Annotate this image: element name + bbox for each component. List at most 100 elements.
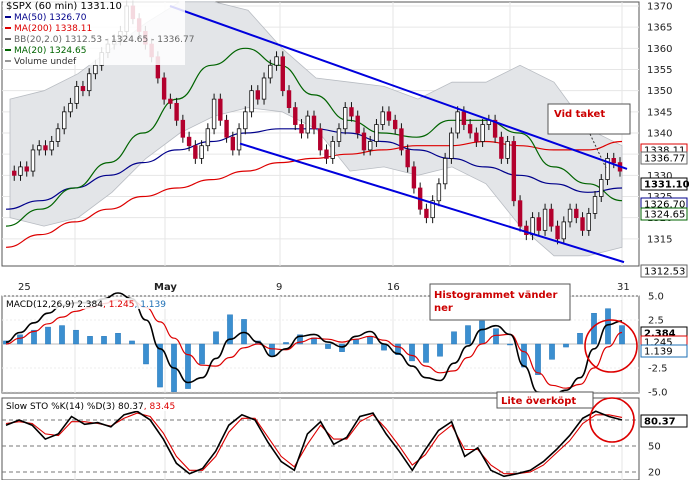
candle-body — [405, 149, 410, 168]
annotation-box-overbought — [496, 391, 594, 409]
annotation-box-histogram — [429, 283, 571, 321]
macd-histogram-bar — [451, 331, 457, 345]
price-tag-text: 1.245 — [644, 338, 673, 349]
price-y-tick: 1365 — [647, 23, 672, 34]
macd-histogram-bar — [493, 328, 499, 345]
macd-histogram-bar — [437, 343, 443, 357]
x-tick-label: May — [154, 282, 177, 293]
candle-body — [80, 86, 86, 92]
macd-histogram-bar — [297, 334, 303, 345]
ma20-line — [5, 47, 623, 227]
macd-histogram-bar — [619, 325, 625, 345]
candle-body — [193, 145, 198, 159]
candle-body — [449, 132, 454, 159]
candle-body — [492, 119, 498, 138]
candle-body — [499, 136, 504, 159]
candle-body — [536, 217, 542, 231]
price-tag-text: 1.139 — [644, 347, 673, 358]
macd-histogram-bar — [479, 320, 485, 345]
macd-histogram-bar — [353, 339, 359, 345]
legend-entry: MA(50) 1326.70 — [14, 13, 87, 23]
macd-histogram-bar — [283, 342, 289, 345]
candle-body — [368, 141, 373, 151]
macd-histogram-bar — [535, 343, 541, 375]
price-tag-box — [640, 344, 688, 358]
candle-body — [605, 157, 610, 180]
candle-body — [380, 111, 385, 125]
x-tick-label: 25 — [18, 282, 31, 293]
candle-body — [349, 107, 354, 117]
macd-histogram-bar — [87, 336, 93, 345]
sto-k-line — [5, 410, 623, 478]
candle-body — [343, 107, 348, 130]
candle-body — [49, 141, 54, 151]
candle-body — [299, 124, 304, 134]
macd-histogram-bar — [143, 343, 149, 365]
macd-histogram-bar — [367, 336, 373, 345]
candle-body — [461, 111, 467, 125]
annotation-box-vid-taket — [547, 103, 631, 135]
macd-histogram-bar — [577, 333, 583, 345]
candle-body — [30, 149, 36, 172]
channel-lower-line — [239, 142, 625, 264]
candle-body — [280, 56, 285, 92]
sto-y-tick: 20 — [648, 468, 661, 479]
x-tick-label: 31 — [617, 282, 630, 293]
candle-body — [549, 208, 554, 227]
candle-body — [480, 124, 485, 142]
macd-y-tick: -5.0 — [648, 388, 668, 399]
x-tick-label: 9 — [276, 282, 282, 293]
price-tag-text: 1326.70 — [644, 200, 685, 211]
price-y-tick: 1360 — [647, 44, 672, 55]
channel-upper-line — [169, 5, 628, 170]
candle-body — [186, 136, 192, 147]
candle-body — [361, 132, 367, 151]
macd-histogram-bar — [465, 325, 471, 345]
candle-body — [37, 145, 42, 151]
price-tag-text: 1338.11 — [644, 146, 685, 157]
sto-y-tick: 50 — [648, 442, 661, 453]
candle-body — [255, 90, 260, 100]
candle-body — [211, 98, 217, 130]
candle-body — [93, 64, 98, 75]
macd-histogram-bar — [395, 343, 401, 355]
macd-legend-part: , 1.245 — [103, 300, 135, 310]
macd-histogram-bar — [507, 343, 513, 346]
macd-histogram-bar — [423, 343, 429, 363]
price-tag-text: 1312.53 — [644, 267, 685, 278]
price-y-tick: 1345 — [647, 107, 672, 118]
macd-histogram-bar — [325, 343, 331, 349]
candle-body — [336, 128, 342, 142]
price-tag-text: 80.37 — [644, 417, 676, 428]
macd-legend-part: MACD(12,26,9) — [6, 300, 74, 310]
macd-histogram-bar — [227, 314, 233, 345]
candle-body — [424, 208, 429, 219]
macd-histogram-bar — [241, 319, 247, 345]
candle-body — [43, 145, 48, 151]
candle-body — [86, 73, 92, 92]
candle-body — [311, 115, 317, 130]
candle-body — [168, 98, 173, 104]
price-y-tick: 1350 — [647, 86, 672, 97]
candle-body — [530, 217, 535, 236]
candle-body — [174, 102, 179, 121]
candle-body — [442, 157, 448, 185]
candle-body — [55, 128, 61, 142]
macd-histogram-bar — [563, 343, 569, 348]
macd-histogram-bar — [549, 343, 555, 360]
stochastic-layer — [2, 410, 639, 478]
candle-body — [74, 86, 79, 104]
macd-histogram-bar — [73, 329, 79, 345]
candle-body — [586, 213, 591, 231]
candle-body — [355, 115, 360, 134]
candle-body — [467, 124, 473, 134]
price-tag-text: 1336.77 — [644, 154, 685, 165]
macd-histogram-bar — [269, 343, 275, 357]
candle-body — [286, 90, 292, 108]
price-y-tick: 1355 — [647, 65, 672, 76]
macd-legend-part: , 1.139 — [135, 300, 167, 310]
annotations-layer: Vid taket Histogrammet vänder ner Lite över… — [429, 103, 638, 443]
candle-body — [599, 179, 604, 197]
price-tag-box — [640, 264, 688, 278]
